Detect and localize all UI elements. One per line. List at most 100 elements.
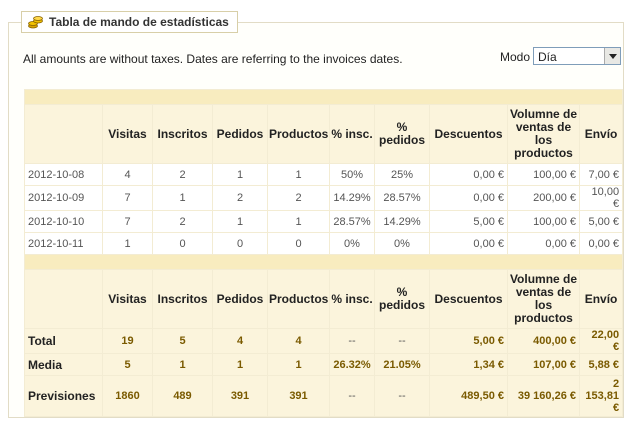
cell-productos: 0: [267, 232, 330, 255]
summary-pedidos: 1: [212, 353, 268, 376]
cell-descuentos: 0,00 €: [429, 185, 508, 211]
cell-visitas: 7: [102, 210, 153, 233]
mode-label: Modo: [500, 50, 531, 64]
header-band-top: [23, 89, 624, 105]
summary-label: Previsiones: [24, 375, 103, 417]
cell-pct-insc: 14.29%: [329, 185, 375, 211]
cell-inscritos: 1: [152, 185, 213, 211]
cell-descuentos: 0,00 €: [429, 163, 508, 186]
summary-productos: 1: [267, 353, 330, 376]
col-envio: Envío: [578, 269, 624, 329]
col-envio: Envío: [578, 104, 624, 164]
col-pct-pedidos: % pedidos: [374, 104, 430, 164]
cell-envio: 7,00 €: [578, 163, 624, 186]
cell-productos: 2: [267, 185, 330, 211]
col-ventas: Volumne de ventas de los productos: [507, 104, 580, 164]
table-row: 2012-10-09 7 1 2 2 14.29% 28.57% 0,00 €200,00 €…: [24, 185, 624, 211]
summary-row: Previsiones 1860 489 391 391 -- -- 489,50 €39 1…: [24, 375, 624, 417]
cell-pct-insc: 28.57%: [329, 210, 375, 233]
cell-descuentos: 0,00 €: [429, 232, 508, 255]
cell-envio: 5,00 €: [578, 210, 624, 233]
summary-rows: Total 19 5 4 4 -- -- 5,00 €400,00 €22,00 € Media…: [24, 328, 624, 417]
cell-envio: 0,00 €: [578, 232, 624, 255]
cell-date: 2012-10-10: [24, 210, 103, 233]
col-inscritos: Inscritos: [152, 104, 213, 164]
col-pedidos: Pedidos: [212, 104, 268, 164]
cell-visitas: 4: [102, 163, 153, 186]
summary-descuentos: 1,34 €: [429, 353, 508, 376]
table-body: Visitas Inscritos Pedidos Productos % in…: [23, 89, 624, 164]
panel-legend: Tabla de mando de estadísticas: [21, 11, 238, 33]
summary-pct-pedidos: 21.05%: [374, 353, 430, 376]
cell-date: 2012-10-08: [24, 163, 103, 186]
col-pct-pedidos: % pedidos: [374, 269, 430, 329]
summary-visitas: 1860: [102, 375, 153, 417]
cell-ventas: 200,00 €: [507, 185, 580, 211]
cell-pct-pedidos: 28.57%: [374, 185, 430, 211]
cell-pedidos: 1: [212, 163, 268, 186]
cell-visitas: 1: [102, 232, 153, 255]
cell-pct-insc: 0%: [329, 232, 375, 255]
summary-productos: 391: [267, 375, 330, 417]
summary-envio: 22,00 €: [578, 328, 624, 354]
note-text: All amounts are without taxes. Dates are…: [23, 52, 403, 66]
col-pedidos: Pedidos: [212, 269, 268, 329]
cell-ventas: 0,00 €: [507, 232, 580, 255]
panel-title: Tabla de mando de estadísticas: [49, 15, 229, 29]
summary-visitas: 19: [102, 328, 153, 354]
cell-pedidos: 0: [212, 232, 268, 255]
summary-pct-insc: 26.32%: [329, 353, 375, 376]
table-row: 2012-10-11 1 0 0 0 0% 0% 0,00 €0,00 €0,00 €: [24, 232, 624, 255]
mode-select[interactable]: Día: [533, 47, 621, 65]
cell-inscritos: 2: [152, 163, 213, 186]
summary-productos: 4: [267, 328, 330, 354]
summary-row: Total 19 5 4 4 -- -- 5,00 €400,00 €22,00 €: [24, 328, 624, 354]
table-header-repeat: Visitas Inscritos Pedidos Productos % in…: [24, 269, 624, 329]
cell-productos: 1: [267, 163, 330, 186]
mode-selected-value: Día: [538, 50, 557, 64]
cell-inscritos: 2: [152, 210, 213, 233]
stats-table: Visitas Inscritos Pedidos Productos % in…: [23, 89, 624, 417]
summary-header: Visitas Inscritos Pedidos Productos % in…: [23, 254, 624, 329]
header-band-mid: [23, 254, 624, 270]
summary-row: Media 5 1 1 1 26.32% 21.05% 1,34 €107,00 €5,88 …: [24, 353, 624, 376]
summary-ventas: 400,00 €: [507, 328, 580, 354]
summary-ventas: 107,00 €: [507, 353, 580, 376]
cell-pedidos: 2: [212, 185, 268, 211]
summary-pedidos: 4: [212, 328, 268, 354]
cell-pct-insc: 50%: [329, 163, 375, 186]
col-productos: Productos: [267, 269, 330, 329]
cell-date: 2012-10-11: [24, 232, 103, 255]
mode-dropdown-button[interactable]: [604, 48, 620, 64]
cell-productos: 1: [267, 210, 330, 233]
summary-label: Media: [24, 353, 103, 376]
summary-inscritos: 489: [152, 375, 213, 417]
col-ventas: Volumne de ventas de los productos: [507, 269, 580, 329]
summary-descuentos: 5,00 €: [429, 328, 508, 354]
cell-pct-pedidos: 14.29%: [374, 210, 430, 233]
cell-ventas: 100,00 €: [507, 210, 580, 233]
col-visitas: Visitas: [102, 269, 153, 329]
summary-descuentos: 489,50 €: [429, 375, 508, 417]
cell-inscritos: 0: [152, 232, 213, 255]
day-rows: 2012-10-08 4 2 1 1 50% 25% 0,00 €100,00 €7,00 €…: [24, 163, 624, 255]
summary-pct-pedidos: --: [374, 375, 430, 417]
summary-pedidos: 391: [212, 375, 268, 417]
col-descuentos: Descuentos: [429, 104, 508, 164]
summary-inscritos: 1: [152, 353, 213, 376]
col-productos: Productos: [267, 104, 330, 164]
summary-envio: 5,88 €: [578, 353, 624, 376]
summary-pct-insc: --: [329, 375, 375, 417]
cell-descuentos: 5,00 €: [429, 210, 508, 233]
table-row: 2012-10-08 4 2 1 1 50% 25% 0,00 €100,00 €7,00 €: [24, 163, 624, 186]
cell-visitas: 7: [102, 185, 153, 211]
coins-icon: [28, 16, 43, 29]
chevron-down-icon: [608, 53, 617, 59]
summary-pct-insc: --: [329, 328, 375, 354]
cell-date: 2012-10-09: [24, 185, 103, 211]
col-descuentos: Descuentos: [429, 269, 508, 329]
cell-pedidos: 1: [212, 210, 268, 233]
summary-visitas: 5: [102, 353, 153, 376]
cell-pct-pedidos: 25%: [374, 163, 430, 186]
summary-label: Total: [24, 328, 103, 354]
